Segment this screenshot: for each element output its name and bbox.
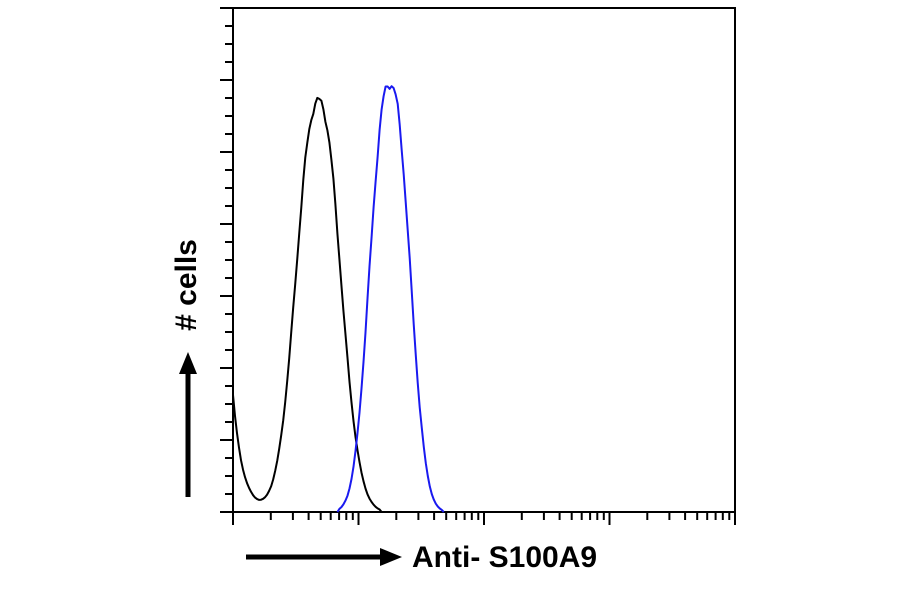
x-axis-label: Anti- S100A9 (412, 541, 597, 574)
y-axis-arrowhead-icon (179, 352, 197, 374)
y-axis-ticks (220, 7, 233, 513)
x-axis-arrowhead-icon (380, 548, 402, 566)
histogram-curves (232, 85, 445, 513)
y-axis-label: # cells (170, 239, 203, 331)
x-axis-arrow (246, 548, 402, 566)
plot-frame (232, 7, 736, 513)
y-axis-arrow (179, 352, 197, 497)
x-axis-ticks (232, 512, 736, 525)
curve-blue (336, 85, 445, 513)
curve-black (232, 96, 383, 513)
